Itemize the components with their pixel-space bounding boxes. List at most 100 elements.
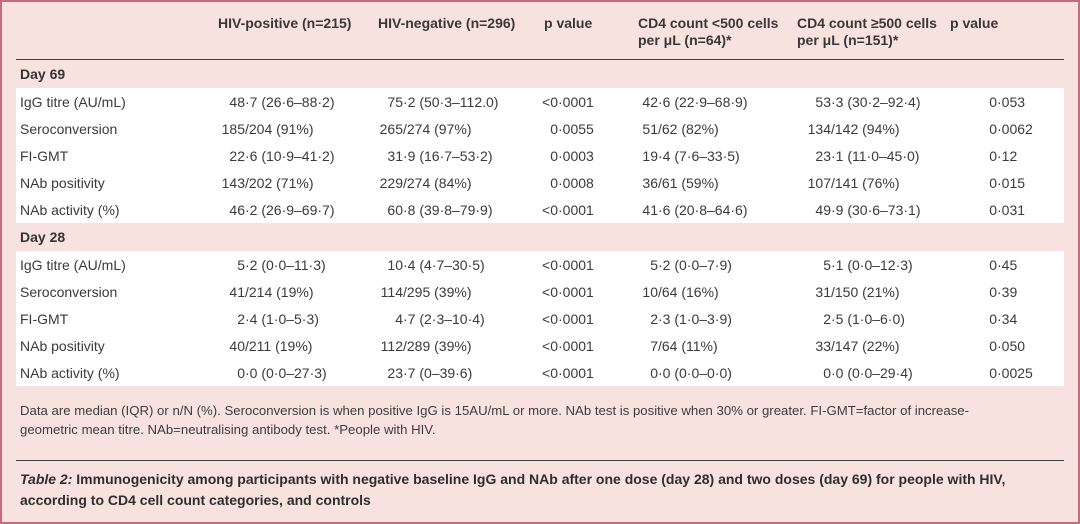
value-integer-part: <0 bbox=[542, 337, 558, 354]
table-row: NAb activity (%) 46·2 (26·9–69·7) 60·8 (39… bbox=[16, 196, 1064, 223]
row-label: Seroconversion bbox=[20, 120, 118, 137]
cell-col6: 0·0062 bbox=[950, 121, 1064, 137]
value-integer-part: <0 bbox=[542, 93, 558, 110]
cell-col2: 23·7 (0–39·6) bbox=[369, 365, 538, 381]
table-row: IgG titre (AU/mL) 5·2 (0·0–11·3) 10·4 (4·7… bbox=[16, 251, 1064, 278]
value-integer-part: <0 bbox=[542, 364, 558, 381]
cell-col5: 107/141 (76%) bbox=[797, 175, 950, 191]
cell-col2: 4·7 (2·3–10·4) bbox=[369, 311, 538, 327]
value-integer-part: 2 bbox=[650, 310, 658, 327]
value-integer-part: 0 bbox=[989, 174, 997, 191]
cell-col6: 0·34 bbox=[950, 311, 1064, 327]
value-integer-part: 10 bbox=[387, 256, 403, 273]
value-integer-part: 0 bbox=[237, 364, 245, 381]
value-integer-part: 31 bbox=[387, 147, 403, 164]
table-row: NAb activity (%) 0·0 (0·0–27·3) 23·7 (0–39… bbox=[16, 359, 1064, 386]
row-label: Seroconversion bbox=[20, 283, 118, 300]
value-integer-part: 19 bbox=[642, 147, 658, 164]
value-integer-part: 265 bbox=[379, 120, 403, 137]
value-integer-part: 0 bbox=[989, 364, 997, 381]
cell-col4: 0·0 (0·0–0·0) bbox=[624, 365, 797, 381]
value-integer-part: 22 bbox=[229, 147, 245, 164]
cell-col6: 0·031 bbox=[950, 202, 1064, 218]
value-integer-part: 41 bbox=[642, 201, 658, 218]
cell-col6: 0·050 bbox=[950, 338, 1064, 354]
cell-col6: 0·015 bbox=[950, 175, 1064, 191]
cell-col1: 143/202 (71%) bbox=[211, 175, 369, 191]
value-integer-part: 7 bbox=[650, 337, 658, 354]
cell-col4: 7/64 (11%) bbox=[624, 338, 797, 354]
header-hiv-negative: HIV-negative (n=296) bbox=[378, 15, 516, 31]
value-integer-part: 23 bbox=[815, 147, 831, 164]
row-label: IgG titre (AU/mL) bbox=[20, 256, 126, 273]
cell-col4: 42·6 (22·9–68·9) bbox=[624, 94, 797, 110]
table-row: NAb positivity 40/211 (19%) 112/289 (39%) <… bbox=[16, 332, 1064, 359]
cell-col6: 0·45 bbox=[950, 257, 1064, 273]
cell-col1: 0·0 (0·0–27·3) bbox=[211, 365, 369, 381]
value-integer-part: 53 bbox=[815, 93, 831, 110]
value-integer-part: 143 bbox=[221, 174, 245, 191]
cell-col6: 0·0025 bbox=[950, 365, 1064, 381]
table-caption: Table 2: Immunogenicity among participan… bbox=[16, 461, 1056, 511]
value-integer-part: 2 bbox=[237, 310, 245, 327]
value-integer-part: 0 bbox=[823, 364, 831, 381]
table-footnote: Data are median (IQR) or n/N (%). Seroco… bbox=[20, 403, 970, 437]
row-label: NAb positivity bbox=[20, 174, 105, 191]
row-label: NAb activity (%) bbox=[20, 201, 120, 218]
cell-col4: 19·4 (7·6–33·5) bbox=[624, 148, 797, 164]
value-integer-part: 0 bbox=[550, 147, 558, 164]
cell-col5: 0·0 (0·0–29·4) bbox=[797, 365, 950, 381]
value-integer-part: 33 bbox=[815, 337, 831, 354]
value-integer-part: 75 bbox=[387, 93, 403, 110]
cell-col4: 41·6 (20·8–64·6) bbox=[624, 202, 797, 218]
cell-col3: <0·0001 bbox=[538, 94, 624, 110]
cell-col5: 31/150 (21%) bbox=[797, 284, 950, 300]
section-rows: IgG titre (AU/mL) 5·2 (0·0–11·3) 10·4 (4·7… bbox=[16, 251, 1064, 386]
section-header-day-28: Day 28 bbox=[20, 229, 66, 245]
cell-col4: 2·3 (1·0–3·9) bbox=[624, 311, 797, 327]
caption-rule bbox=[16, 460, 1064, 461]
value-integer-part: 114 bbox=[380, 283, 403, 300]
cell-col3: <0·0001 bbox=[538, 311, 624, 327]
table-row: IgG titre (AU/mL) 48·7 (26·6–88·2) 75·2 (5… bbox=[16, 88, 1064, 115]
table-caption-label: Table 2: bbox=[20, 471, 73, 487]
value-integer-part: 0 bbox=[650, 364, 658, 381]
value-integer-part: 36 bbox=[642, 174, 658, 191]
cell-col1: 48·7 (26·6–88·2) bbox=[211, 94, 369, 110]
value-integer-part: <0 bbox=[542, 310, 558, 327]
cell-col2: 265/274 (97%) bbox=[369, 121, 538, 137]
value-integer-part: 46 bbox=[229, 201, 245, 218]
cell-col6: 0·12 bbox=[950, 148, 1064, 164]
row-label: FI-GMT bbox=[20, 310, 69, 327]
value-integer-part: 0 bbox=[550, 174, 558, 191]
cell-col5: 49·9 (30·6–73·1) bbox=[797, 202, 950, 218]
table-caption-text: Immunogenicity among participants with n… bbox=[20, 471, 1006, 508]
cell-col3: 0·0008 bbox=[538, 175, 624, 191]
cell-col2: 31·9 (16·7–53·2) bbox=[369, 148, 538, 164]
cell-col3: <0·0001 bbox=[538, 202, 624, 218]
header-p-value-1: p value bbox=[544, 15, 593, 31]
cell-col2: 10·4 (4·7–30·5) bbox=[369, 257, 538, 273]
value-integer-part: 10 bbox=[642, 283, 658, 300]
value-integer-part: 0 bbox=[989, 201, 997, 218]
value-integer-part: 0 bbox=[989, 256, 997, 273]
cell-col4: 10/64 (16%) bbox=[624, 284, 797, 300]
cell-col5: 53·3 (30·2–92·4) bbox=[797, 94, 950, 110]
value-integer-part: <0 bbox=[542, 201, 558, 218]
cell-col1: 5·2 (0·0–11·3) bbox=[211, 257, 369, 273]
cell-col3: <0·0001 bbox=[538, 365, 624, 381]
cell-col6: 0·39 bbox=[950, 284, 1064, 300]
value-integer-part: 5 bbox=[237, 256, 245, 273]
value-integer-part: 134 bbox=[807, 120, 831, 137]
value-integer-part: 0 bbox=[989, 147, 997, 164]
value-integer-part: 49 bbox=[815, 201, 831, 218]
cell-col1: 185/204 (91%) bbox=[211, 121, 369, 137]
value-integer-part: 0 bbox=[989, 93, 997, 110]
header-hiv-positive: HIV-positive (n=215) bbox=[218, 15, 352, 31]
cell-col1: 46·2 (26·9–69·7) bbox=[211, 202, 369, 218]
value-integer-part: 0 bbox=[989, 283, 997, 300]
cell-col5: 134/142 (94%) bbox=[797, 121, 950, 137]
cell-col3: <0·0001 bbox=[538, 338, 624, 354]
value-integer-part: 60 bbox=[387, 201, 403, 218]
